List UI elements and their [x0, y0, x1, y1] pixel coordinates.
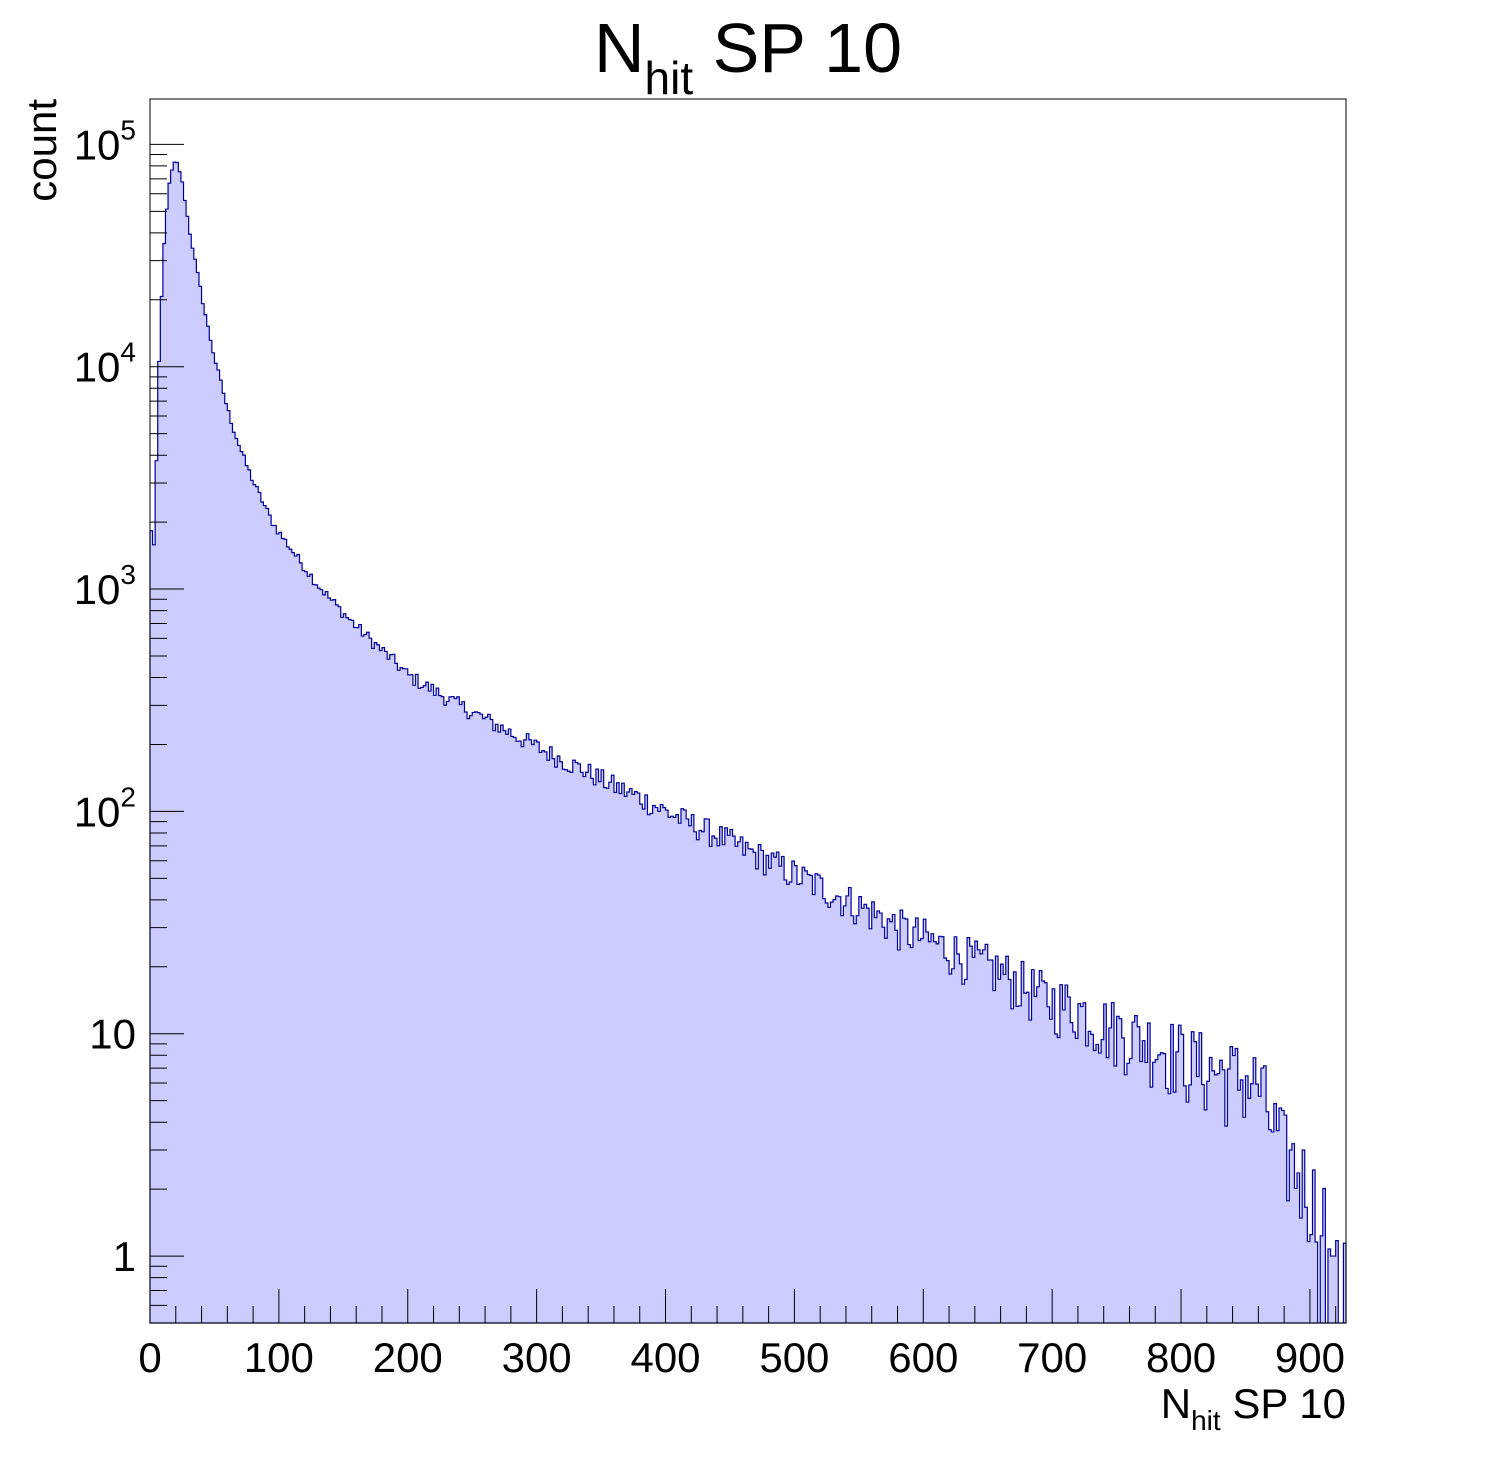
- x-tick-label: 0: [138, 1334, 161, 1381]
- x-axis-label: Nhit SP 10: [1161, 1380, 1346, 1436]
- x-tick-label: 500: [759, 1334, 829, 1381]
- y-tick-label: 1: [113, 1233, 136, 1280]
- x-tick-label: 800: [1146, 1334, 1216, 1381]
- chart-title-rest: SP 10: [693, 9, 902, 87]
- x-tick-label: 600: [888, 1334, 958, 1381]
- chart-title-sub: hit: [645, 52, 694, 104]
- chart-title: Nhit SP 10: [594, 9, 902, 104]
- histogram-layer: [149, 161, 1347, 1324]
- x-axis-label-main: N: [1161, 1380, 1191, 1427]
- histogram-series: [149, 161, 1347, 1324]
- y-tick-label: 102: [74, 781, 136, 835]
- y-tick-label: 104: [74, 337, 136, 391]
- y-tick-label: 10: [89, 1011, 136, 1058]
- x-tick-label: 700: [1017, 1334, 1087, 1381]
- x-axis-label-rest: SP 10: [1221, 1380, 1346, 1427]
- x-tick-label: 100: [244, 1334, 314, 1381]
- x-tick-label: 300: [502, 1334, 572, 1381]
- x-tick-label: 400: [630, 1334, 700, 1381]
- x-axis-label-sub: hit: [1191, 1405, 1221, 1436]
- y-tick-label: 105: [74, 114, 136, 168]
- x-tick-label: 900: [1275, 1334, 1345, 1381]
- y-axis-label: count: [18, 99, 65, 202]
- plot-frame: [149, 98, 1347, 1324]
- tick-labels: 0 100 200 300 400 500 600 700 800 900 1 10 102 103 104…: [74, 114, 1345, 1381]
- y-tick-label: 103: [74, 559, 136, 613]
- x-tick-label: 200: [373, 1334, 443, 1381]
- chart-title-main: N: [594, 9, 645, 87]
